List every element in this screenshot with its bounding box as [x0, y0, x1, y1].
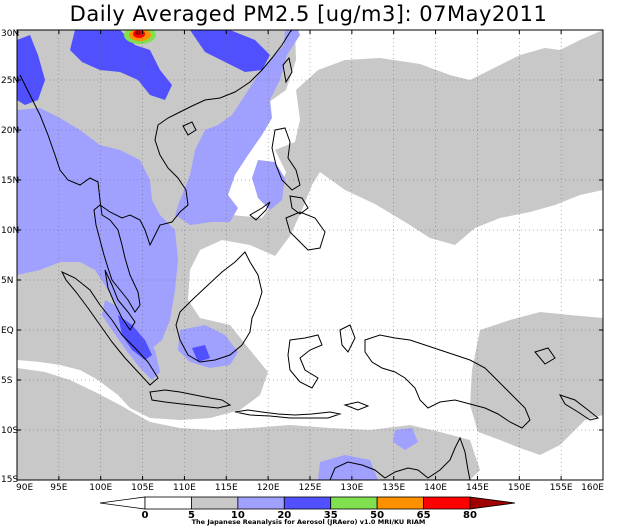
- lon-tick-label: 155E: [550, 483, 573, 493]
- axis-tick-labels: 90E 95E 100E 105E 110E 115E 120E 125E 130E 135E 14…: [1, 29, 604, 493]
- coastline-palawan: [249, 201, 271, 221]
- lon-tick-label: 125E: [299, 483, 322, 493]
- lon-tick-label: 95E: [50, 483, 67, 493]
- colorbar-level-label: 80: [463, 510, 477, 521]
- lat-tick-label: 25N: [1, 76, 19, 86]
- lat-tick-label: 20N: [1, 126, 19, 136]
- colorbar-swatch: [191, 496, 239, 510]
- pm25-5-10-region-east: [470, 312, 603, 455]
- colorbar-swatch: [330, 496, 378, 510]
- colorbar-swatch: [423, 496, 471, 510]
- coastline-solomon: [558, 394, 600, 421]
- lat-tick-label: 5N: [1, 276, 13, 286]
- pm25-10-20-region-philippines: [252, 160, 285, 210]
- coastline-borneo: [175, 251, 263, 363]
- pm25-10-20-region-south2: [393, 428, 418, 450]
- coastlines: [19, 30, 600, 480]
- lat-tick-label: 5S: [1, 376, 13, 386]
- coastline-bismarck: [534, 347, 556, 365]
- pm25-5-10-region-pacific: [300, 96, 380, 130]
- lon-tick-label: 90E: [16, 483, 33, 493]
- pm25-20-35-region-north: [190, 30, 270, 72]
- colorbar-over-triangle: [469, 496, 516, 510]
- coastline-lesser-sunda: [234, 409, 342, 419]
- coastline-new-guinea: [364, 334, 531, 429]
- pm25-20-35-region-borneo: [192, 345, 210, 362]
- lon-tick-label: 105E: [131, 483, 154, 493]
- lon-tick-label: 120E: [257, 483, 280, 493]
- colorbar-swatch: [283, 496, 332, 510]
- pm25-20-35-region-china: [70, 30, 172, 100]
- lat-tick-label: EQ: [1, 326, 14, 336]
- lon-tick-label: 140E: [424, 483, 447, 493]
- credit-text: The Japanese Reanalysis for Aerosol (JRA…: [191, 518, 426, 526]
- coastline-mindanao: [285, 211, 326, 251]
- colorbar-swatch: [376, 496, 424, 510]
- coastline-australia: [329, 436, 471, 480]
- pm25-over-80-hotspot: [135, 31, 141, 35]
- lon-tick-label: 135E: [382, 483, 405, 493]
- colorbar-level-label: 65: [417, 510, 431, 521]
- coastline-sulawesi: [287, 334, 323, 389]
- dotted-gridlines: [17, 30, 603, 480]
- coastline-visayas: [289, 195, 309, 215]
- pm25-20-35-region: [17, 35, 45, 105]
- axis-tick-marks: [16, 29, 604, 481]
- colorbar-under-triangle: [99, 496, 146, 510]
- lon-tick-label: 115E: [215, 483, 238, 493]
- colorbar-level-label: 50: [370, 510, 384, 521]
- pm25-20-35-region-sumatra: [118, 315, 152, 360]
- colorbar-swatch: [237, 496, 285, 510]
- page-title: Daily Averaged PM2.5 [ug/m3]: 07May2011: [69, 2, 548, 26]
- coastline-java: [149, 389, 232, 409]
- coastline-timor: [343, 401, 370, 411]
- lon-tick-label: 130E: [340, 483, 363, 493]
- colorbar: 0 5 10 20 35 50 65 80: [99, 496, 516, 521]
- lat-tick-label: 15N: [1, 176, 19, 186]
- lon-tick-label: 150E: [508, 483, 531, 493]
- colorbar-level-label: 20: [277, 510, 291, 521]
- coastline-taiwan: [282, 56, 293, 84]
- colorbar-swatch: [144, 496, 192, 510]
- lat-tick-label: 15S: [1, 475, 18, 485]
- colorbar-level-label: 10: [231, 510, 245, 521]
- lat-tick-label: 10S: [1, 426, 18, 436]
- pm25-10-20-region: [17, 30, 300, 225]
- map-plot-area: 90E 95E 100E 105E 110E 115E 120E 125E 130E 135E 14…: [1, 29, 604, 493]
- colorbar-level-label: 0: [142, 510, 149, 521]
- coastline-sumatra: [60, 270, 159, 386]
- lat-tick-label: 10N: [1, 226, 19, 236]
- lon-tick-label: 160E: [581, 483, 604, 493]
- lon-tick-label: 110E: [173, 483, 196, 493]
- coastline-asia-mainland: [19, 30, 293, 313]
- colorbar-level-label: 35: [324, 510, 338, 521]
- pm25-5-10-region-south: [17, 368, 480, 480]
- lon-tick-label: 145E: [466, 483, 489, 493]
- lon-tick-label: 100E: [89, 483, 112, 493]
- coastline-hainan: [182, 121, 197, 136]
- coastline-malay-peninsula: [104, 269, 136, 331]
- lat-tick-label: 30N: [1, 29, 19, 39]
- coastline-halmahera: [339, 324, 356, 353]
- coastline-luzon: [271, 127, 301, 191]
- colorbar-level-label: 5: [188, 510, 195, 521]
